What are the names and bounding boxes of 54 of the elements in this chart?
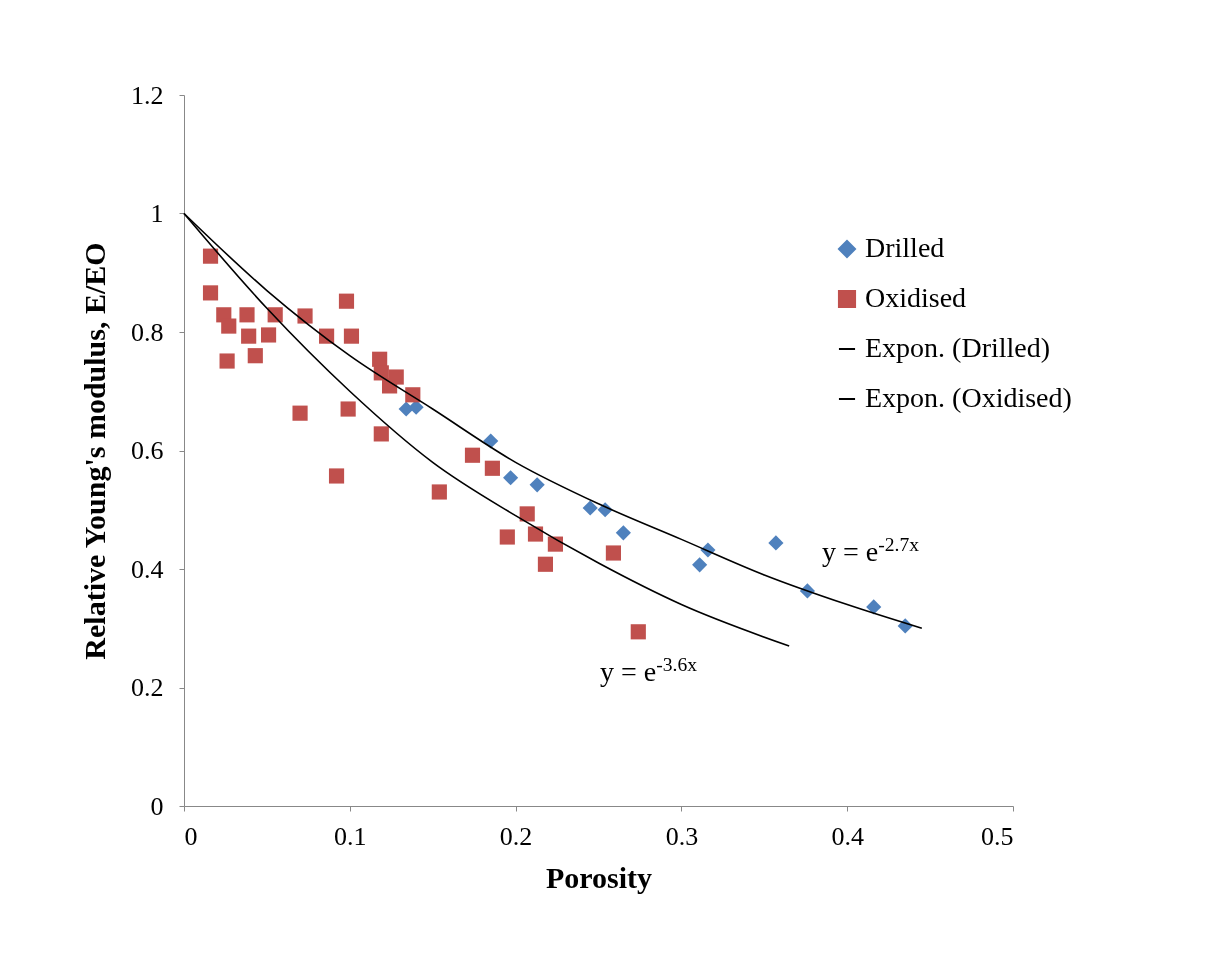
legend-label: Expon. (Oxidised) bbox=[865, 382, 1072, 413]
point bbox=[692, 557, 708, 573]
point bbox=[247, 348, 263, 364]
x-tick-label: 0 bbox=[184, 821, 198, 851]
annotation: y = e$^{-3.6x}$ bbox=[600, 653, 698, 687]
y-tick-label: 0.2 bbox=[131, 673, 164, 702]
x-tick-label: 0.5 bbox=[981, 821, 1014, 851]
point bbox=[866, 599, 882, 615]
point bbox=[241, 328, 257, 344]
point bbox=[768, 535, 784, 551]
point bbox=[239, 307, 255, 323]
point bbox=[297, 308, 313, 324]
point bbox=[582, 500, 598, 516]
x-tick-label: 0.3 bbox=[665, 821, 699, 851]
point bbox=[343, 328, 360, 344]
point bbox=[373, 426, 389, 442]
point bbox=[484, 460, 500, 476]
y-tick-label: 0.4 bbox=[131, 554, 164, 584]
point bbox=[605, 545, 621, 561]
y-tick-label: 1 bbox=[150, 199, 164, 228]
point bbox=[260, 327, 277, 343]
point bbox=[219, 353, 235, 369]
point bbox=[630, 624, 646, 640]
point bbox=[537, 556, 554, 572]
point bbox=[202, 248, 219, 264]
point bbox=[483, 433, 499, 449]
x-tick-label: 0.4 bbox=[831, 821, 864, 851]
point bbox=[503, 470, 519, 486]
point bbox=[431, 484, 447, 500]
annotation: y = e$^{-2.7x}$ bbox=[822, 533, 920, 567]
y-axis-title: Relative Young's modulus, E/EO bbox=[78, 242, 111, 660]
y-tick-label: 0 bbox=[150, 791, 164, 821]
legend-label: Expon. (Drilled) bbox=[865, 332, 1051, 363]
point bbox=[615, 525, 631, 541]
legend-label: Drilled bbox=[865, 232, 945, 263]
point bbox=[388, 369, 404, 385]
point bbox=[499, 529, 515, 545]
point bbox=[464, 447, 481, 463]
x-axis-title: Porosity bbox=[545, 860, 653, 894]
point bbox=[338, 293, 355, 309]
point bbox=[328, 468, 345, 484]
point bbox=[527, 526, 544, 542]
y-tick-label: 0.8 bbox=[131, 317, 164, 347]
legend-label: Oxidised bbox=[865, 282, 967, 313]
x-tick-label: 0.2 bbox=[499, 821, 533, 851]
y-tick-label: 0.6 bbox=[131, 436, 164, 465]
point bbox=[519, 506, 535, 522]
point bbox=[292, 405, 308, 421]
point bbox=[340, 401, 356, 417]
point bbox=[202, 285, 219, 301]
point bbox=[221, 318, 237, 334]
x-tick-label: 0.1 bbox=[334, 821, 367, 851]
point bbox=[529, 477, 545, 493]
y-tick-label: 1.2 bbox=[131, 80, 164, 110]
